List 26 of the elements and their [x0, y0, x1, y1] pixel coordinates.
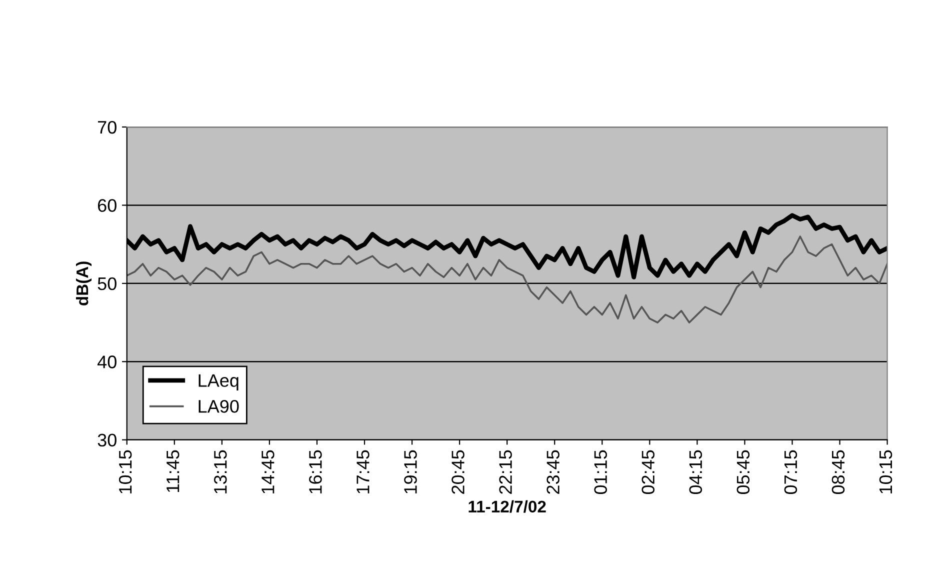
x-tick-label: 19:15: [404, 450, 417, 494]
x-tick-label: 20:45: [452, 450, 464, 494]
y-tick-label: 40: [98, 356, 116, 368]
x-tick-label: 10:15: [118, 450, 132, 494]
x-tick-label: 17:45: [356, 450, 370, 494]
x-tick-label: 05:45: [736, 450, 750, 494]
legend-label: LA90: [198, 400, 239, 413]
x-axis-title: 11-12/7/02: [468, 500, 546, 513]
x-tick-label: 13:15: [214, 450, 227, 494]
x-tick-label: 16:15: [309, 450, 322, 494]
x-tick-label: 02:45: [642, 450, 655, 494]
x-tick-label: 10:15: [879, 450, 892, 494]
y-tick-label: 30: [98, 434, 116, 447]
x-tick-label: 22:15: [499, 450, 512, 494]
x-tick-label: 08:45: [832, 450, 845, 494]
x-tick-label: 14:45: [262, 450, 274, 494]
y-tick-label: 50: [98, 277, 116, 290]
y-axis-title: dB(A): [76, 262, 92, 306]
y-tick-label: 60: [98, 199, 116, 212]
legend-label: LAeq: [198, 374, 238, 390]
x-tick-label: 01:15: [594, 450, 607, 494]
x-tick-label: 04:15: [689, 450, 702, 494]
x-tick-label: 11:45: [166, 450, 180, 492]
y-tick-label: 70: [98, 120, 116, 134]
x-tick-label: 23:45: [546, 450, 560, 494]
x-tick-label: 07:15: [784, 450, 798, 494]
